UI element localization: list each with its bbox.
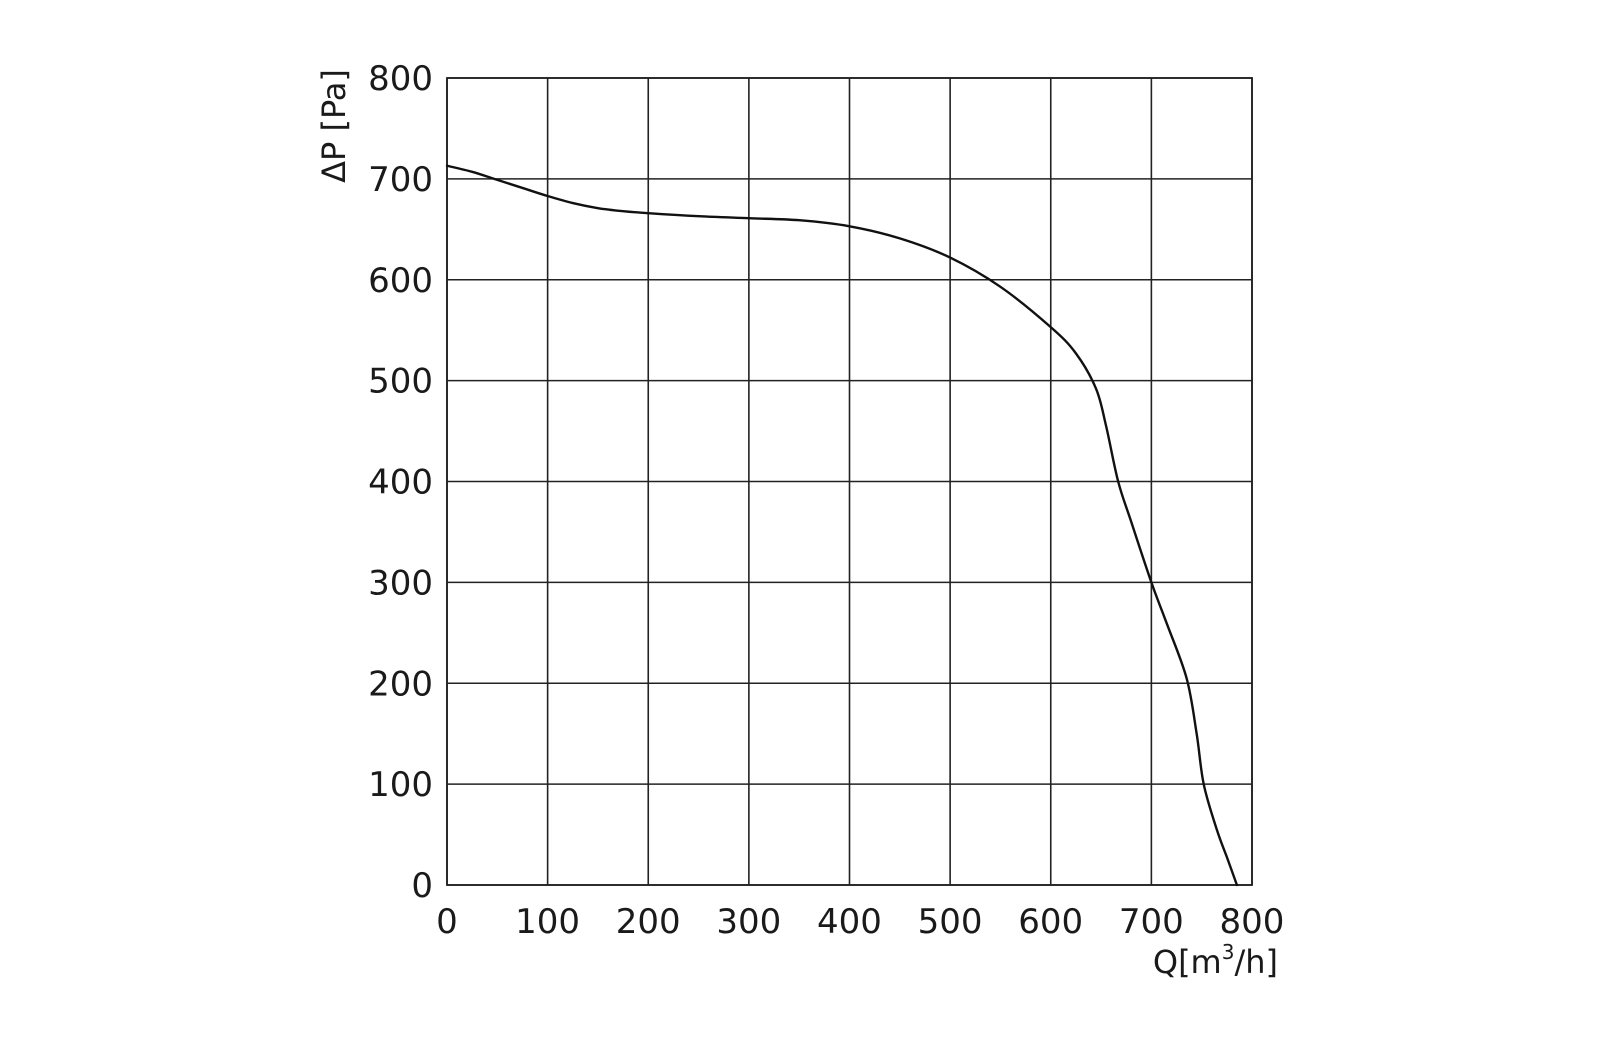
- x-axis-label-superscript: 3: [1222, 940, 1235, 964]
- y-tick-label: 600: [368, 261, 433, 301]
- x-tick-label: 200: [616, 902, 681, 942]
- y-axis-label: ΔP [Pa]: [315, 69, 353, 183]
- x-tick-label: 800: [1220, 902, 1285, 942]
- y-tick-label: 800: [368, 59, 433, 99]
- y-tick-labels: 0 100 200 300 400 500 600 700 800: [368, 59, 433, 906]
- plot-frame: [446, 77, 1253, 886]
- x-tick-label: 400: [817, 902, 882, 942]
- y-tick-label: 500: [368, 362, 433, 402]
- x-tick-label: 700: [1119, 902, 1184, 942]
- x-tick-label: 500: [918, 902, 983, 942]
- x-tick-label: 600: [1018, 902, 1083, 942]
- curve-layer: [445, 164, 1239, 887]
- x-tick-label: 0: [436, 902, 458, 942]
- pressure-curve: [445, 164, 1239, 887]
- y-tick-label: 200: [368, 664, 433, 704]
- y-tick-label: 100: [368, 765, 433, 805]
- x-axis-label-tail: /h]: [1234, 943, 1278, 981]
- x-tick-label: 100: [515, 902, 580, 942]
- x-axis-label-base: Q[m: [1153, 943, 1222, 981]
- x-tick-label: 300: [716, 902, 781, 942]
- x-axis-label: Q[m3/h]: [1153, 940, 1278, 981]
- y-tick-label: 700: [368, 160, 433, 200]
- y-tick-label: 400: [368, 463, 433, 503]
- grid: [446, 77, 1253, 886]
- y-tick-label: 0: [411, 866, 433, 906]
- y-tick-label: 300: [368, 563, 433, 603]
- x-tick-labels: 0 100 200 300 400 500 600 700 800: [436, 902, 1284, 942]
